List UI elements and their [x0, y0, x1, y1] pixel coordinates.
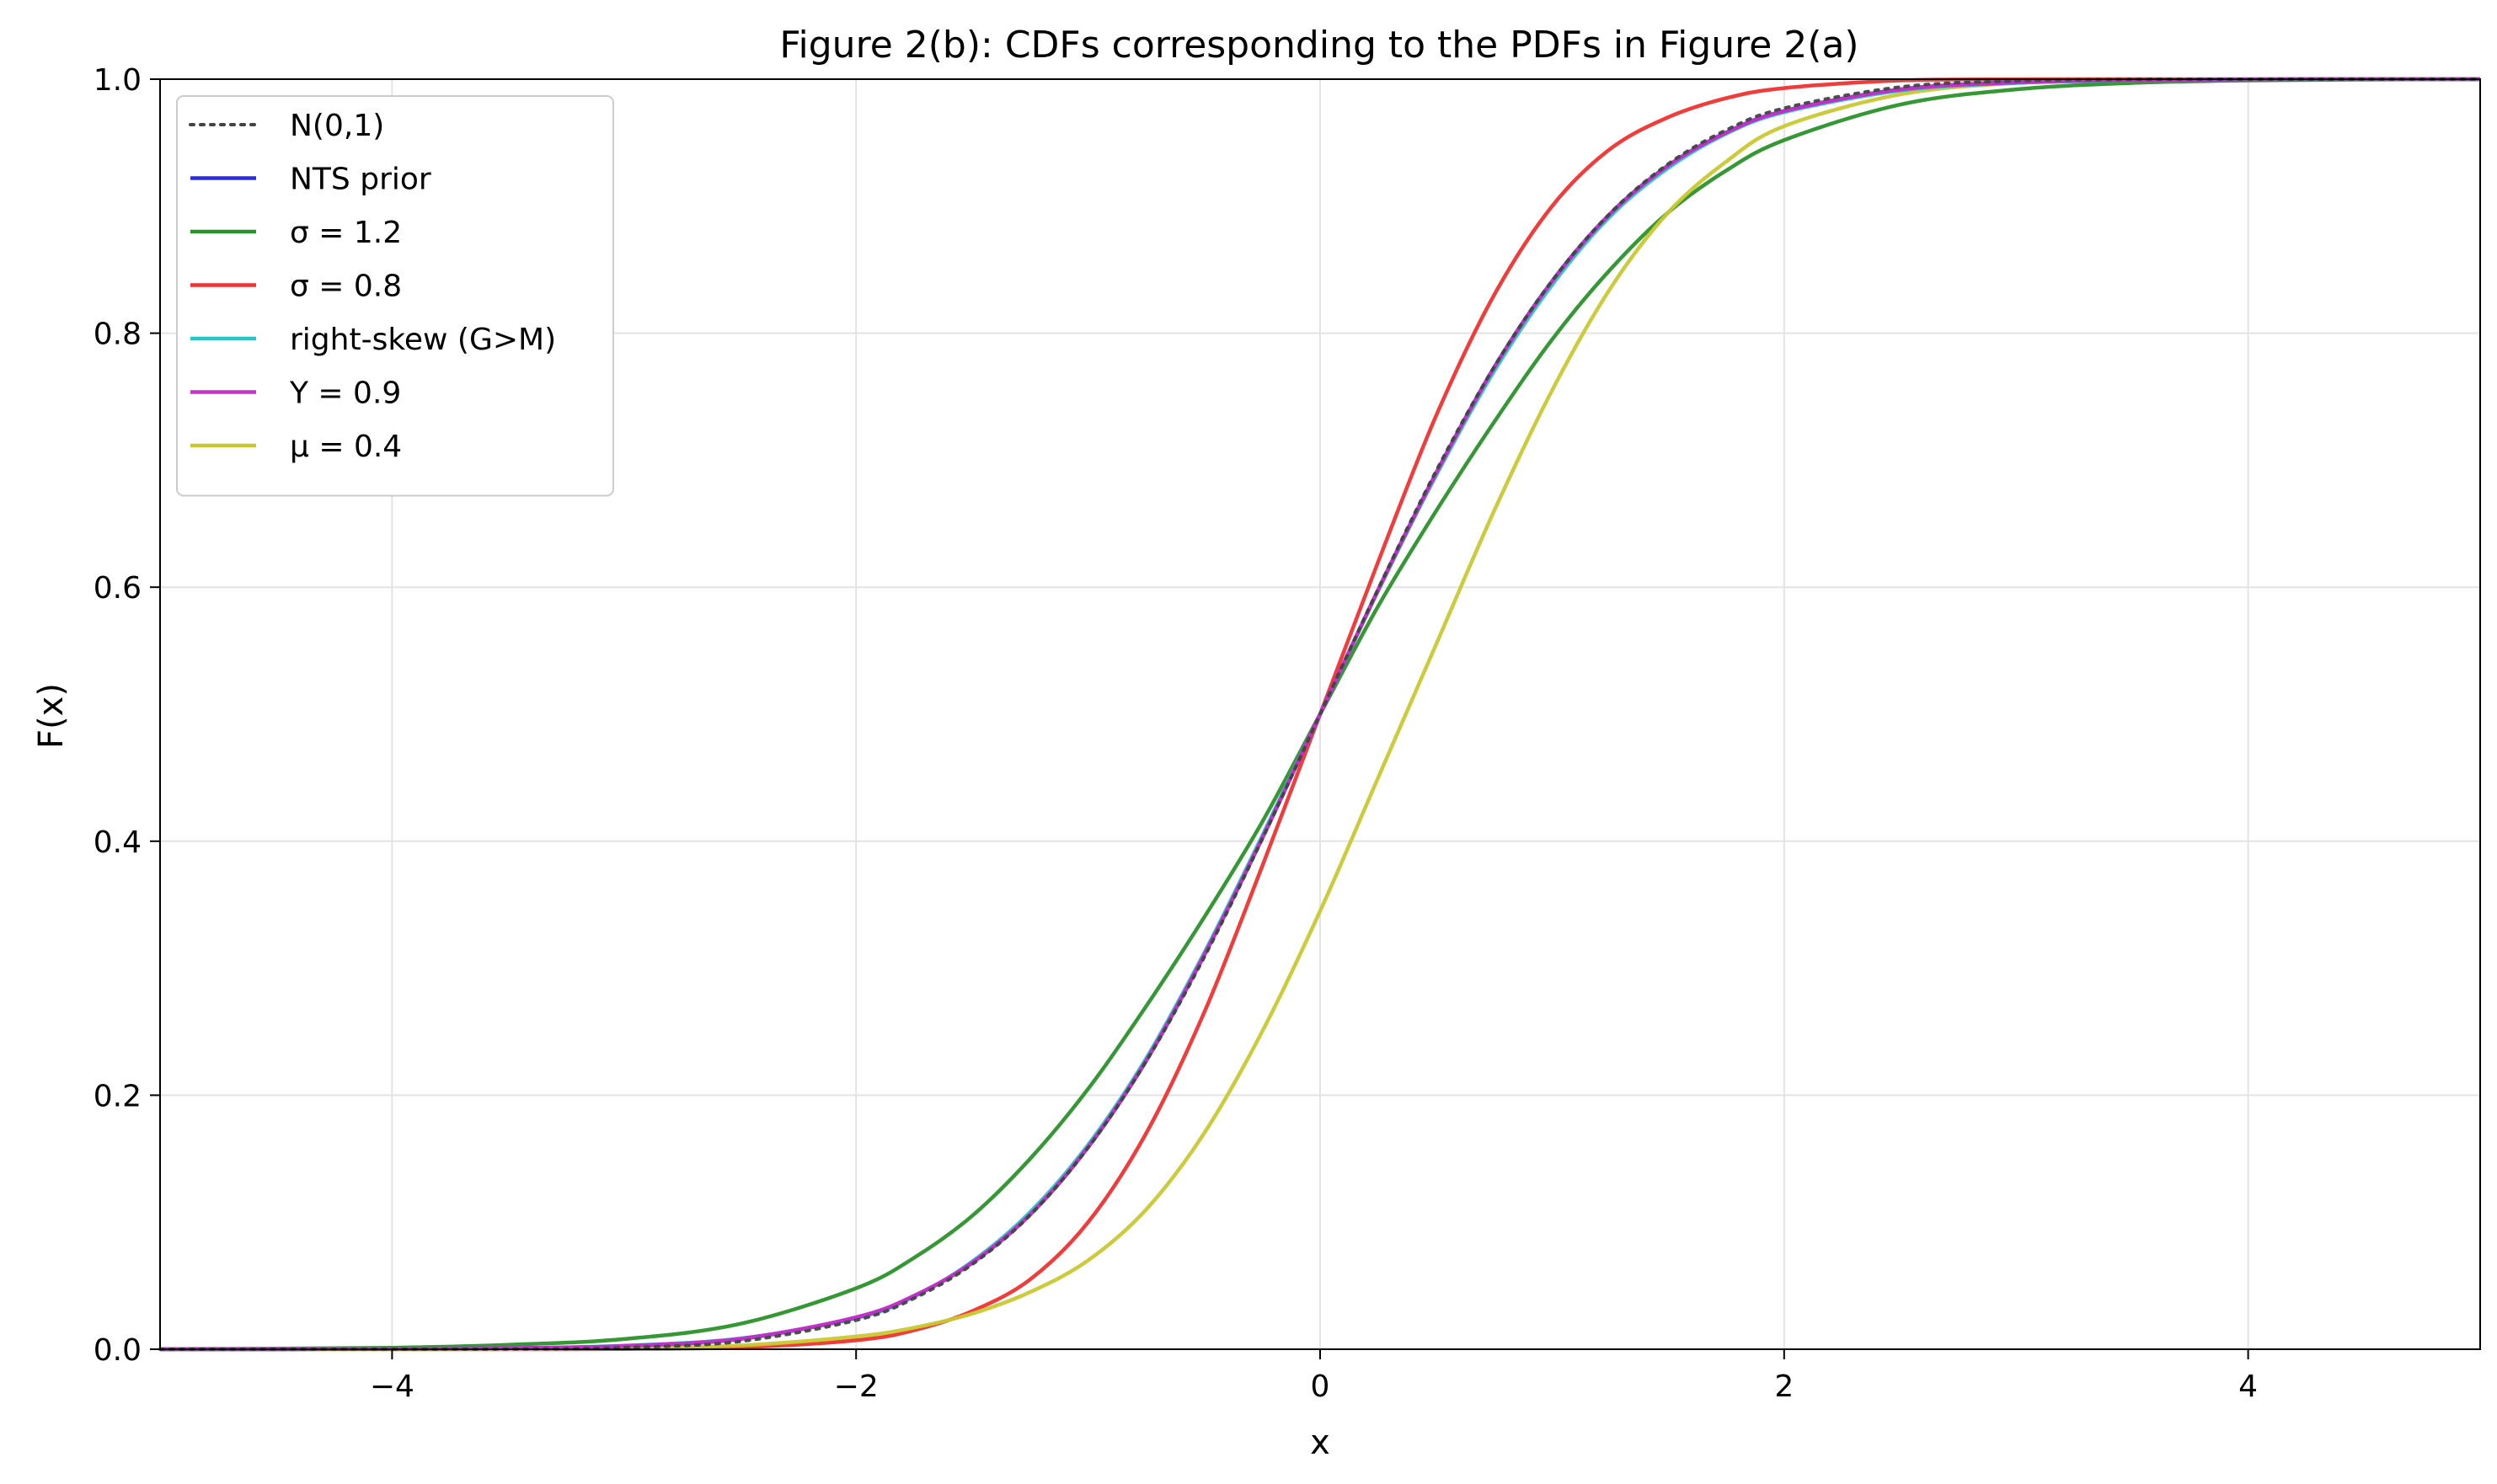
y-axis-label: F(x) [32, 683, 71, 749]
chart-title: Figure 2(b): CDFs corresponding to the P… [779, 24, 1858, 67]
y-tick-label: 0.0 [94, 1333, 142, 1368]
y-tick-label: 0.2 [94, 1079, 142, 1113]
y-tick-label: 0.6 [94, 571, 142, 606]
y-tick-label: 1.0 [94, 63, 142, 98]
x-tick-label: 2 [1774, 1369, 1794, 1404]
x-axis-ticks: −4 −2 0 2 4 [370, 1349, 2258, 1404]
legend-box [176, 95, 614, 497]
legend-label: μ = 0.4 [290, 430, 402, 464]
legend-label: σ = 0.8 [290, 270, 402, 304]
x-tick-label: 4 [2238, 1369, 2258, 1404]
series-layer [158, 77, 2482, 1352]
x-axis-label: x [1310, 1423, 1330, 1462]
x-tick-label: −2 [834, 1369, 879, 1404]
legend-label: N(0,1) [290, 109, 384, 143]
x-tick-label: −4 [370, 1369, 414, 1404]
x-tick-label: 0 [1311, 1369, 1330, 1404]
legend: N(0,1) NTS prior σ = 1.2 σ = 0.8 right-skew … [176, 95, 614, 497]
y-axis-ticks: 0.0 0.2 0.4 0.6 0.8 1.0 [94, 63, 160, 1368]
y-tick-label: 0.4 [94, 825, 142, 860]
y-tick-label: 0.8 [94, 318, 142, 352]
legend-label: Y = 0.9 [289, 376, 401, 411]
series-line-0 [158, 77, 2482, 1352]
legend-label: NTS prior [290, 163, 431, 197]
legend-label: right-skew (G>M) [290, 323, 556, 357]
legend-label: σ = 1.2 [290, 216, 402, 250]
